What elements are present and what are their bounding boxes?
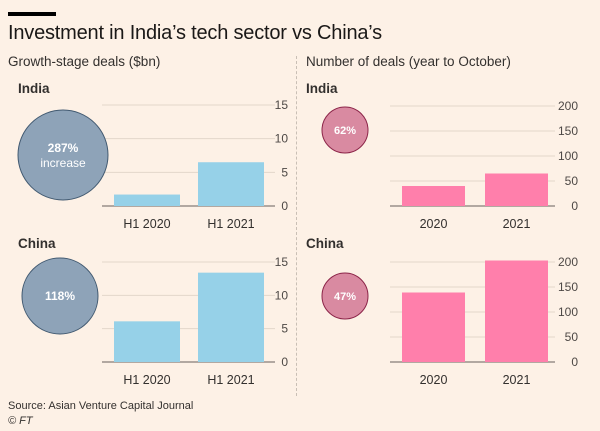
right-subtitle: Number of deals (year to October)	[306, 54, 511, 69]
china-deals-ytick-label: 150	[558, 280, 578, 294]
india-deals-ytick-label: 150	[558, 124, 578, 138]
india-deals-category-label: 2021	[503, 217, 531, 231]
india-growth-bar-2	[198, 162, 264, 206]
india-growth-ytick-label: 0	[281, 199, 288, 213]
india-growth-ytick-label: 10	[275, 132, 289, 146]
china-deals-ytick-label: 100	[558, 305, 578, 319]
china-growth-bar-2	[198, 272, 264, 362]
india-growth-change-bubble	[17, 109, 109, 201]
panel-title-india-deals: India	[306, 81, 338, 96]
chart-title: Investment in India’s tech sector vs Chi…	[8, 22, 382, 44]
china-growth-ytick-label: 15	[275, 255, 289, 269]
china-deals-category-label: 2020	[420, 373, 448, 387]
india-growth-category-label: H1 2021	[207, 217, 254, 231]
china-growth-category-label: H1 2021	[207, 373, 254, 387]
china-deals-change-label: 47%	[334, 291, 356, 303]
china-growth-category-label: H1 2020	[123, 373, 170, 387]
india-deals-ytick-label: 100	[558, 149, 578, 163]
panel-title-india-growth: India	[18, 81, 50, 96]
india-deals-ytick-label: 200	[558, 99, 578, 113]
china-deals-ytick-label: 50	[565, 330, 579, 344]
india-deals-bar-2	[485, 173, 548, 206]
china-growth-ytick-label: 5	[281, 322, 288, 336]
ft-accent-bar	[8, 12, 56, 16]
india-growth-change-sublabel: increase	[40, 156, 86, 170]
panel-divider	[296, 56, 297, 396]
panel-title-china-growth: China	[18, 236, 56, 251]
india-deals-bar-1	[402, 186, 465, 206]
china-growth-change-label: 118%	[45, 289, 75, 303]
left-subtitle: Growth-stage deals ($bn)	[8, 54, 161, 69]
source-note: Source: Asian Venture Capital Journal	[8, 400, 194, 412]
china-deals-ytick-label: 0	[571, 355, 578, 369]
india-deals-ytick-label: 0	[571, 199, 578, 213]
china-growth-bar-1	[114, 321, 180, 362]
china-deals-category-label: 2021	[503, 373, 531, 387]
india-deals-ytick-label: 50	[565, 174, 579, 188]
india-growth-bar-1	[114, 194, 180, 206]
panel-title-china-deals: China	[306, 236, 344, 251]
ft-credit: © FT	[8, 415, 33, 427]
india-growth-category-label: H1 2020	[123, 217, 170, 231]
india-deals-change-bubble	[321, 106, 369, 154]
china-deals-bar-2	[485, 260, 548, 362]
china-deals-bar-1	[402, 292, 465, 362]
china-growth-ytick-label: 0	[281, 355, 288, 369]
china-deals-ytick-label: 200	[558, 255, 578, 269]
china-deals-change-bubble	[321, 272, 369, 320]
india-growth-ytick-label: 15	[275, 98, 289, 112]
india-deals-category-label: 2020	[420, 217, 448, 231]
india-deals-change-label: 62%	[334, 125, 356, 137]
india-growth-change-label: 287%	[48, 141, 79, 155]
china-growth-change-bubble	[21, 257, 99, 335]
china-growth-ytick-label: 10	[275, 288, 289, 302]
india-growth-ytick-label: 5	[281, 165, 288, 179]
